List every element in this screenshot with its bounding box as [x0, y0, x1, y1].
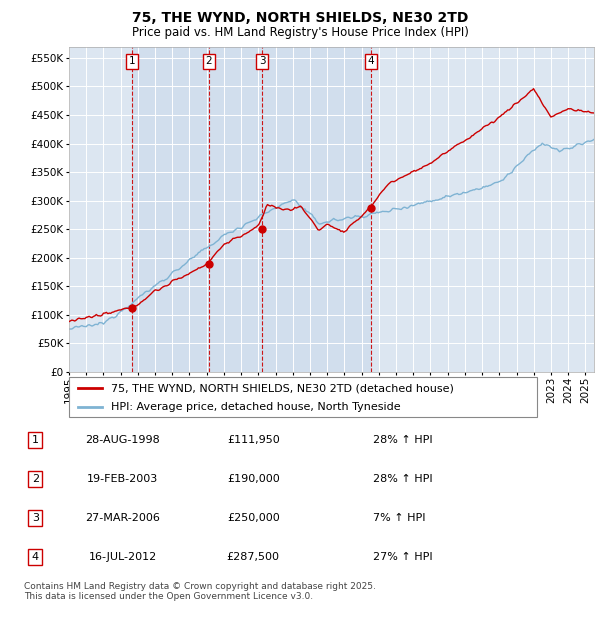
Text: 4: 4 [368, 56, 374, 66]
Text: £250,000: £250,000 [227, 513, 280, 523]
Text: £190,000: £190,000 [227, 474, 280, 484]
Text: 28% ↑ HPI: 28% ↑ HPI [373, 435, 433, 445]
Bar [262, 46, 371, 372]
Text: £111,950: £111,950 [227, 435, 280, 445]
Text: 75, THE WYND, NORTH SHIELDS, NE30 2TD (detached house): 75, THE WYND, NORTH SHIELDS, NE30 2TD (d… [111, 383, 454, 393]
Text: 19-FEB-2003: 19-FEB-2003 [87, 474, 158, 484]
Text: £287,500: £287,500 [227, 552, 280, 562]
Text: 2: 2 [32, 474, 39, 484]
Text: 1: 1 [32, 435, 39, 445]
Text: 27% ↑ HPI: 27% ↑ HPI [373, 552, 433, 562]
Text: 7% ↑ HPI: 7% ↑ HPI [373, 513, 425, 523]
Text: Price paid vs. HM Land Registry's House Price Index (HPI): Price paid vs. HM Land Registry's House … [131, 26, 469, 39]
Text: 1: 1 [128, 56, 135, 66]
Text: 28% ↑ HPI: 28% ↑ HPI [373, 474, 433, 484]
Text: 3: 3 [259, 56, 266, 66]
Text: 3: 3 [32, 513, 39, 523]
FancyBboxPatch shape [69, 377, 537, 417]
Text: 27-MAR-2006: 27-MAR-2006 [85, 513, 160, 523]
Text: 28-AUG-1998: 28-AUG-1998 [85, 435, 160, 445]
Bar [132, 46, 209, 372]
Text: 4: 4 [32, 552, 39, 562]
Text: 75, THE WYND, NORTH SHIELDS, NE30 2TD: 75, THE WYND, NORTH SHIELDS, NE30 2TD [132, 11, 468, 25]
Text: Contains HM Land Registry data © Crown copyright and database right 2025.
This d: Contains HM Land Registry data © Crown c… [24, 582, 376, 601]
Bar [209, 46, 262, 372]
Text: HPI: Average price, detached house, North Tyneside: HPI: Average price, detached house, Nort… [111, 402, 401, 412]
Text: 16-JUL-2012: 16-JUL-2012 [88, 552, 157, 562]
Text: 2: 2 [205, 56, 212, 66]
